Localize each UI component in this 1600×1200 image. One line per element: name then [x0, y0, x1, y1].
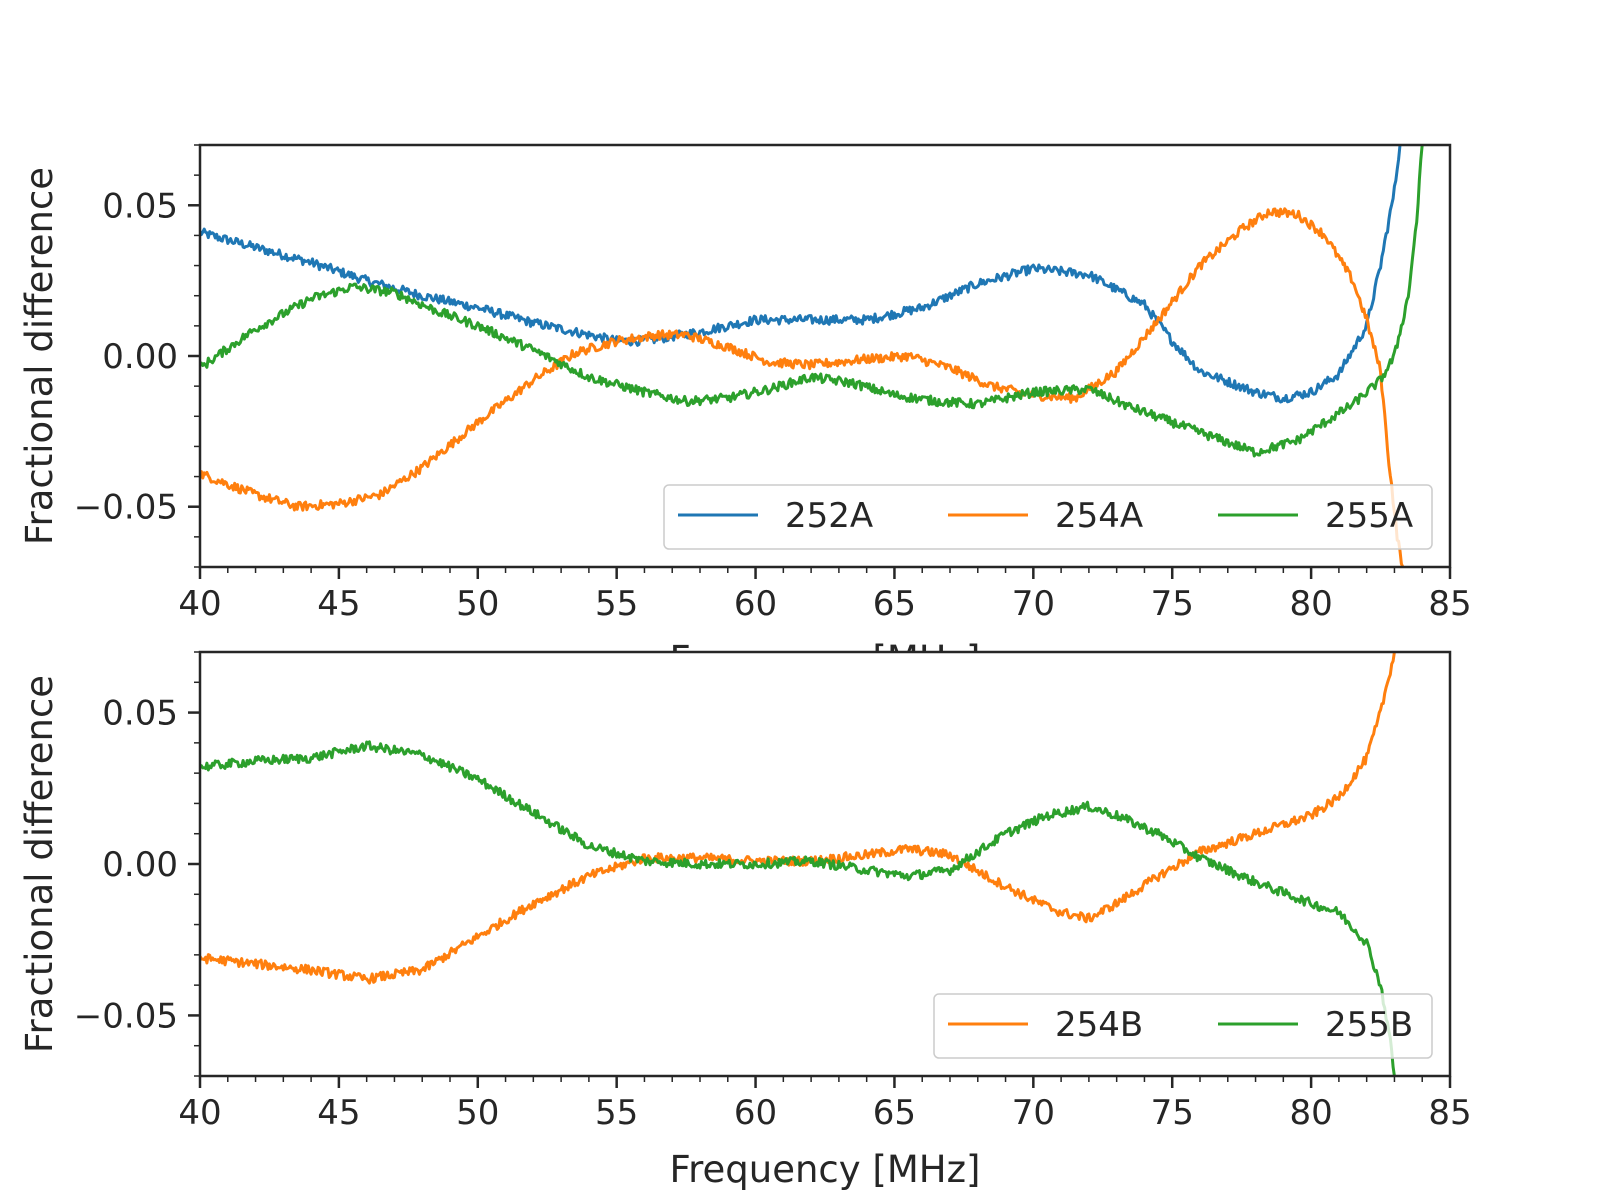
legend-label-252A: 252A [785, 496, 873, 536]
x-tick-label: 40 [178, 584, 221, 624]
bottom-xlabel: Frequency [MHz] [670, 1148, 981, 1191]
x-tick-label: 55 [595, 584, 638, 624]
x-tick-label: 40 [178, 1093, 221, 1133]
y-tick-label: 0.00 [102, 337, 178, 377]
top-panel: 40 45 50 55 60 65 70 75 80 85 −0.05 0.00 0.05 Fracti… [18, 143, 1472, 624]
x-tick-label: 45 [317, 584, 360, 624]
x-tick-label: 50 [456, 584, 499, 624]
y-tick-label: 0.05 [102, 694, 178, 734]
top-xlabel: Frequency [MHz] [670, 638, 981, 681]
bottom-ylabel: Fractional difference [18, 675, 61, 1053]
x-tick-label: 50 [456, 1093, 499, 1133]
series-line-255B [200, 740, 1396, 1076]
x-tick-label: 70 [1012, 1093, 1055, 1133]
y-tick-label: 0.05 [102, 186, 178, 226]
top-legend-box [663, 484, 1433, 550]
bottom-panel: 40 45 50 55 60 65 70 75 80 85 −0.05 0.00 0.05 Fracti… [18, 650, 1472, 1191]
x-tick-label: 55 [595, 1093, 638, 1133]
x-tick-label: 65 [873, 1093, 916, 1133]
x-tick-label: 65 [873, 584, 916, 624]
x-tick-label: 70 [1012, 584, 1055, 624]
legend-label-254B: 254B [1055, 1005, 1143, 1045]
x-tick-label: 45 [317, 1093, 360, 1133]
top-legend: 252A 254A 255A [663, 484, 1433, 550]
x-tick-label: 75 [1151, 1093, 1194, 1133]
legend-label-255A: 255A [1325, 496, 1413, 536]
bottom-legend: 254B 255B [933, 993, 1433, 1059]
series-line-255A [200, 145, 1424, 458]
x-tick-label: 85 [1428, 584, 1471, 624]
x-tick-label: 85 [1428, 1093, 1471, 1133]
series-line-254A [200, 207, 1405, 567]
legend-label-254A: 254A [1055, 496, 1143, 536]
x-tick-label: 75 [1151, 584, 1194, 624]
y-tick-label: 0.00 [102, 845, 178, 885]
top-ylabel: Fractional difference [18, 167, 61, 545]
legend-label-255B: 255B [1325, 1005, 1413, 1045]
y-tick-label: −0.05 [74, 996, 178, 1036]
y-tick-label: −0.05 [74, 488, 178, 528]
x-tick-label: 80 [1289, 584, 1332, 624]
bottom-legend-box [933, 993, 1433, 1059]
x-tick-label: 60 [734, 584, 777, 624]
x-tick-label: 80 [1289, 1093, 1332, 1133]
x-tick-label: 60 [734, 1093, 777, 1133]
